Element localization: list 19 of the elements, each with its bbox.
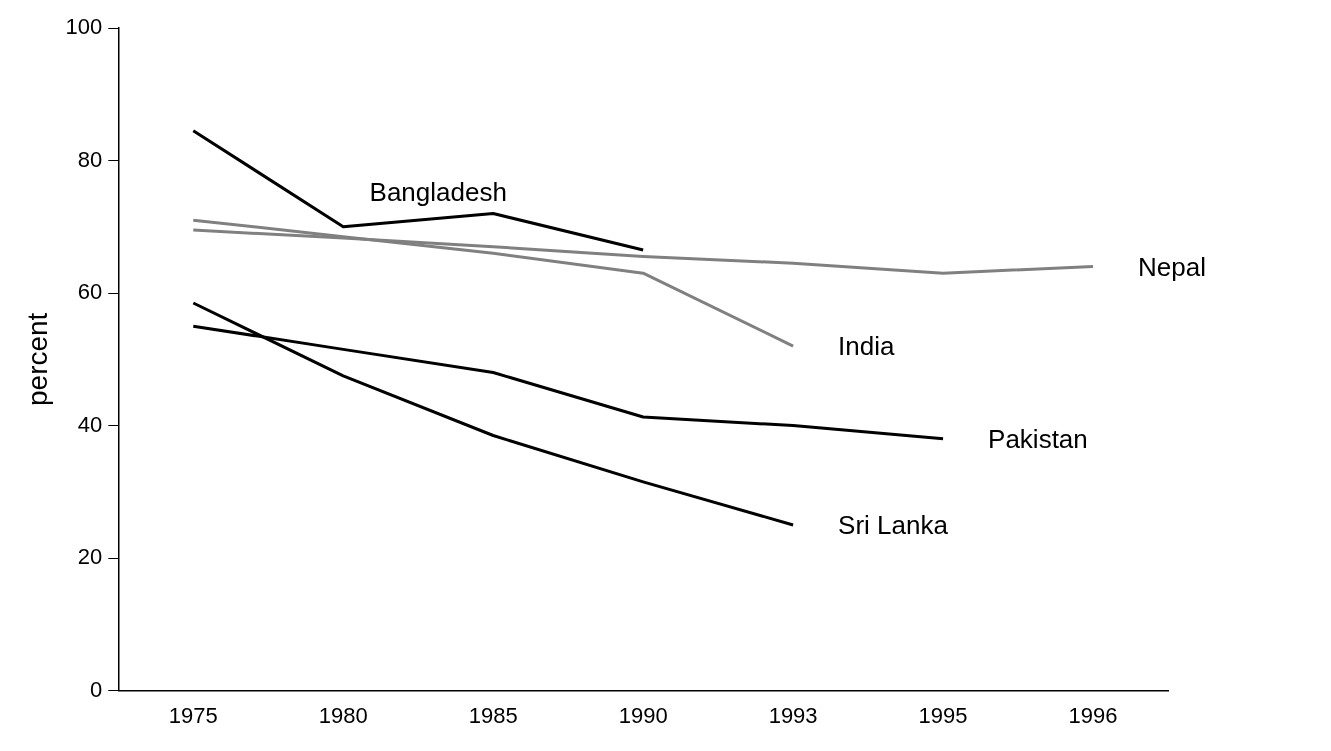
x-tick-label: 1980 xyxy=(318,702,368,728)
series-label: Nepal xyxy=(1138,251,1206,282)
x-tick-label: 1995 xyxy=(918,702,968,728)
x-tick-label: 1993 xyxy=(768,702,818,728)
y-tick-label: 20 xyxy=(77,544,103,570)
x-tick-label: 1975 xyxy=(168,702,218,728)
y-tick-label: 60 xyxy=(77,279,103,305)
y-axis-title: percent xyxy=(21,312,53,406)
y-tick-label: 40 xyxy=(77,411,103,437)
y-tick-label: 100 xyxy=(65,14,103,40)
series-label: Bangladesh xyxy=(369,176,507,207)
x-tick-label: 1985 xyxy=(468,702,518,728)
series-label: Pakistan xyxy=(988,423,1088,454)
series-label: Sri Lanka xyxy=(838,510,949,541)
y-tick-label: 0 xyxy=(90,676,103,702)
x-tick-label: 1990 xyxy=(618,702,668,728)
x-tick-label: 1996 xyxy=(1068,702,1118,728)
series-label: India xyxy=(838,331,896,362)
y-tick-label: 80 xyxy=(77,146,103,172)
